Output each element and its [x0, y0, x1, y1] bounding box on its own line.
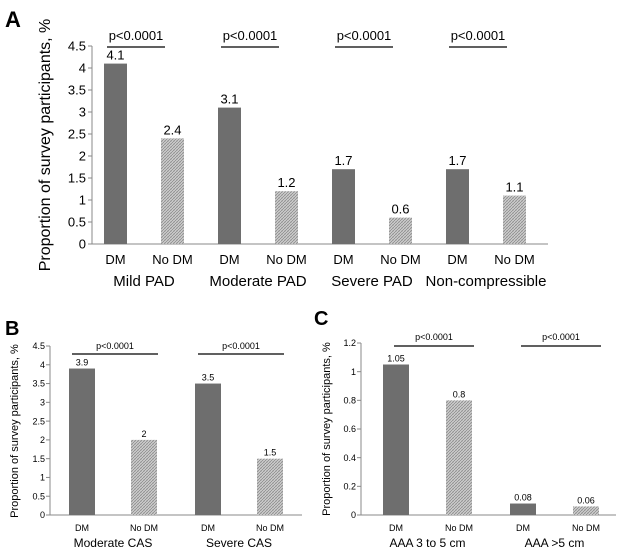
y-tick-label: 4.5	[68, 39, 86, 54]
bar-dm	[195, 383, 221, 515]
y-tick-label: 2	[40, 435, 45, 445]
category-label: No DM	[152, 252, 192, 267]
data-label: 3.5	[202, 373, 215, 383]
y-tick-label: 2.5	[68, 127, 86, 142]
data-label: 0.8	[453, 389, 466, 399]
bar-no-dm	[573, 506, 599, 515]
data-label: 2	[141, 429, 146, 439]
p-value-annotation: p<0.0001	[109, 28, 164, 43]
data-label: 1.05	[387, 354, 405, 364]
data-label: 0.08	[514, 493, 532, 503]
bar-no-dm	[131, 439, 157, 515]
group-label: Severe CAS	[206, 536, 272, 550]
y-tick-label: 0.8	[343, 395, 356, 405]
p-value-annotation: p<0.0001	[415, 332, 453, 342]
p-value-annotation: p<0.0001	[223, 28, 278, 43]
data-label: 2.4	[163, 122, 181, 137]
category-label: No DM	[572, 523, 600, 533]
category-label: No DM	[256, 523, 284, 533]
category-label: DM	[333, 252, 353, 267]
y-tick-label: 0.4	[343, 453, 356, 463]
panel-letter-a: A	[5, 7, 21, 32]
category-label: DM	[75, 523, 89, 533]
category-label: No DM	[380, 252, 420, 267]
data-label: 1.1	[505, 180, 523, 195]
data-label: 0.06	[577, 495, 595, 505]
bar-no-dm	[257, 458, 283, 515]
category-label: DM	[447, 252, 467, 267]
bar-dm	[332, 169, 355, 244]
data-label: 1.2	[277, 175, 295, 190]
y-tick-label: 3.5	[32, 379, 45, 389]
y-tick-label: 1	[351, 367, 356, 377]
y-tick-label: 0.2	[343, 481, 356, 491]
y-tick-label: 0.6	[343, 424, 356, 434]
y-tick-label: 1.5	[32, 454, 45, 464]
bar-dm	[383, 364, 409, 515]
bar-dm	[104, 63, 127, 244]
category-label: No DM	[266, 252, 306, 267]
category-label: No DM	[445, 523, 473, 533]
category-label: DM	[516, 523, 530, 533]
y-tick-label: 3.5	[68, 83, 86, 98]
y-tick-label: 2.5	[32, 416, 45, 426]
data-label: 3.1	[220, 92, 238, 107]
panel-letter-c: C	[314, 308, 328, 330]
data-label: 3.9	[76, 358, 89, 368]
y-tick-label: 1	[40, 473, 45, 483]
bar-no-dm	[389, 217, 412, 244]
category-label: DM	[219, 252, 239, 267]
y-tick-label: 4.5	[32, 341, 45, 351]
y-tick-label: 3	[40, 397, 45, 407]
y-tick-label: 1	[79, 193, 86, 208]
category-label: DM	[201, 523, 215, 533]
bar-dm	[218, 107, 241, 244]
data-label: 4.1	[106, 48, 124, 63]
bar-no-dm	[161, 138, 184, 244]
y-tick-label: 4	[79, 61, 86, 76]
group-label: Moderate PAD	[209, 273, 306, 290]
y-tick-label: 0.5	[32, 491, 45, 501]
y-tick-label: 4	[40, 360, 45, 370]
y-axis-title: Proportion of survey participants, %	[321, 342, 333, 516]
group-label: AAA 3 to 5 cm	[389, 536, 465, 550]
category-label: DM	[105, 252, 125, 267]
p-value-annotation: p<0.0001	[451, 28, 506, 43]
y-axis-title: Proportion of survey participants, %	[37, 19, 54, 272]
group-label: Moderate CAS	[74, 536, 153, 550]
group-label: AAA >5 cm	[525, 536, 585, 550]
bar-dm	[510, 503, 536, 515]
bar-dm	[69, 368, 95, 515]
y-tick-label: 2	[79, 149, 86, 164]
bar-dm	[446, 169, 469, 244]
p-value-annotation: p<0.0001	[96, 341, 134, 351]
category-label: DM	[389, 523, 403, 533]
bar-no-dm	[275, 191, 298, 244]
group-label: Non-compressible	[426, 273, 547, 290]
p-value-annotation: p<0.0001	[222, 341, 260, 351]
data-label: 0.6	[391, 202, 409, 217]
group-label: Mild PAD	[113, 273, 175, 290]
category-label: No DM	[130, 523, 158, 533]
bar-no-dm	[446, 400, 472, 515]
y-tick-label: 0.5	[68, 215, 86, 230]
panel-letter-b: B	[5, 318, 19, 340]
y-tick-label: 0	[351, 510, 356, 520]
y-tick-label: 0	[40, 510, 45, 520]
y-tick-label: 1.2	[343, 338, 356, 348]
group-label: Severe PAD	[331, 273, 413, 290]
data-label: 1.7	[448, 153, 466, 168]
y-tick-label: 3	[79, 105, 86, 120]
data-label: 1.5	[264, 448, 277, 458]
p-value-annotation: p<0.0001	[542, 332, 580, 342]
y-axis-title: Proportion of survey participants, %	[9, 344, 21, 518]
y-tick-label: 0	[79, 237, 86, 252]
category-label: No DM	[494, 252, 534, 267]
bar-no-dm	[503, 195, 526, 244]
data-label: 1.7	[334, 153, 352, 168]
y-tick-label: 1.5	[68, 171, 86, 186]
p-value-annotation: p<0.0001	[337, 28, 392, 43]
